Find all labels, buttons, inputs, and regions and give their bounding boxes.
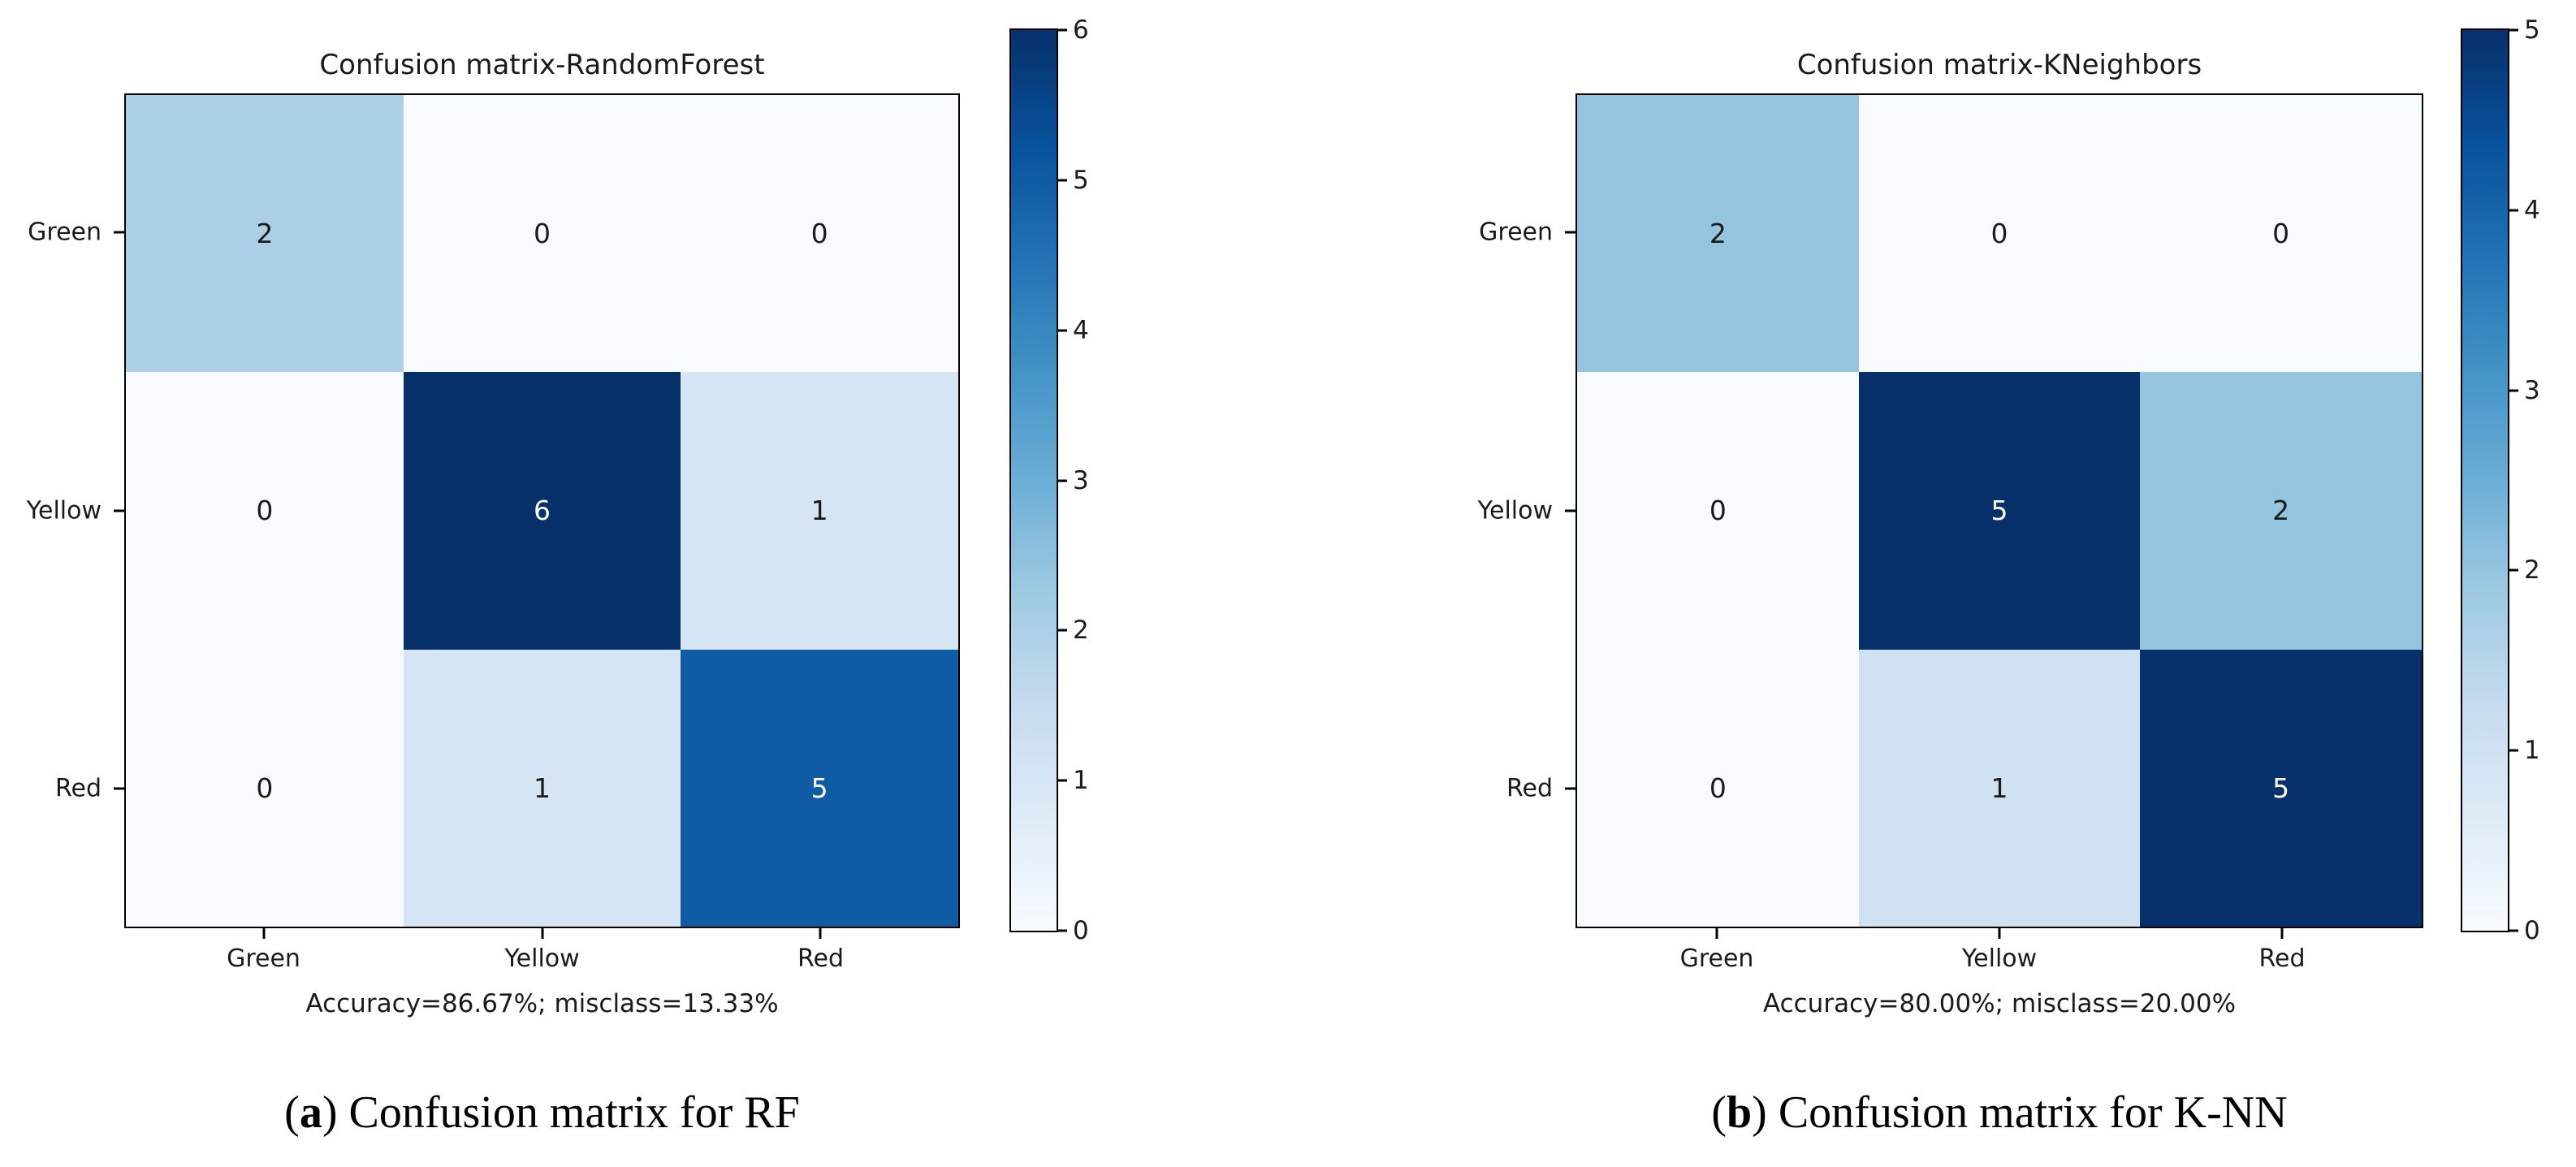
y-tick-label: Red	[1506, 774, 1553, 803]
colorbar-tick-label: 3	[2524, 375, 2540, 405]
matrix-cell-red-red: 5	[2140, 649, 2422, 927]
y-tick-label: Yellow	[26, 496, 102, 525]
matrix-cell-green-green: 2	[1577, 95, 1859, 373]
colorbar-tick-label: 0	[1073, 916, 1089, 945]
matrix-cell-yellow-yellow: 5	[1858, 372, 2141, 650]
matrix-cell-green-yellow: 0	[403, 95, 681, 373]
accuracy-annotation: Accuracy=86.67%; misclass=13.33%	[305, 989, 779, 1018]
colorbar-rf: 6 5 4 3 2 1 0	[1009, 15, 1089, 945]
caption-paren-open: (	[284, 1087, 300, 1138]
matrix-cell-green-red: 0	[2140, 95, 2422, 373]
x-tick-label: Red	[2258, 944, 2306, 973]
colorbar-tick-label: 3	[1073, 465, 1089, 495]
caption-label: b	[1727, 1087, 1753, 1138]
matrix-cell-green-yellow: 0	[1858, 95, 2141, 373]
x-tick-label: Red	[797, 944, 844, 973]
x-tick-label: Yellow	[1961, 944, 2038, 973]
caption-label: a	[299, 1087, 322, 1138]
matrix-cell-yellow-green: 0	[1577, 372, 1859, 650]
x-tick	[1998, 928, 2001, 939]
y-tick-label: Green	[28, 218, 102, 247]
colorbar-tick	[2508, 28, 2518, 32]
x-tick	[819, 928, 822, 939]
caption-text: ) Confusion matrix for K-NN	[1752, 1087, 2288, 1138]
colorbar-tick	[2508, 209, 2518, 212]
y-tick-label: Red	[55, 774, 102, 803]
y-tick-label: Green	[1479, 218, 1553, 247]
colorbar-tick	[2508, 389, 2518, 392]
y-tick	[1565, 231, 1575, 234]
colorbar-tick-label: 6	[1073, 15, 1089, 45]
plot-title: Confusion matrix-RandomForest	[319, 49, 765, 81]
x-tick-label: Yellow	[504, 944, 580, 973]
x-tick	[2280, 928, 2284, 939]
colorbar-tick	[1057, 28, 1067, 32]
colorbar-tick	[1057, 929, 1067, 932]
colorbar-tick	[2508, 749, 2518, 752]
caption-paren-open: (	[1711, 1087, 1727, 1138]
matrix-cell-red-red: 5	[681, 649, 958, 927]
x-tick-label: Green	[1679, 944, 1754, 973]
y-tick	[114, 509, 124, 512]
subfigure-caption-a: (a) Confusion matrix for RF	[0, 1087, 1122, 1139]
colorbar-knn: 5 4 3 2 1 0	[2461, 15, 2540, 945]
matrix-cell-yellow-red: 1	[681, 372, 958, 650]
matrix-cell-yellow-yellow: 6	[403, 372, 681, 650]
colorbar-tick	[1057, 629, 1067, 632]
colorbar-tick-label: 2	[2524, 555, 2540, 586]
matrix-cell-red-green: 0	[1577, 649, 1859, 927]
matrix-cell-yellow-red: 2	[2140, 372, 2422, 650]
colorbar-tick	[1057, 479, 1067, 482]
colorbar-tick	[1057, 779, 1067, 782]
colorbar-tick	[2508, 568, 2518, 572]
colorbar-tick-label: 4	[2524, 195, 2540, 225]
y-tick	[1565, 509, 1575, 512]
y-tick	[114, 231, 124, 234]
colorbar-tick-label: 1	[2524, 736, 2540, 766]
colorbar-tick	[1057, 179, 1067, 182]
y-tick	[114, 787, 124, 790]
x-tick-label: Green	[227, 944, 300, 973]
caption-text: ) Confusion matrix for RF	[322, 1087, 800, 1138]
x-tick	[541, 928, 543, 939]
matrix-cell-red-yellow: 1	[403, 649, 681, 927]
matrix-cell-green-green: 2	[126, 95, 404, 373]
colorbar-tick-label: 0	[2524, 916, 2540, 945]
x-tick	[1715, 928, 1718, 939]
colorbar-tick-label: 2	[1073, 616, 1089, 646]
colorbar-tick-label: 5	[2524, 15, 2540, 45]
colorbar-tick-label: 4	[1073, 315, 1089, 345]
matrix-cell-green-red: 0	[681, 95, 958, 373]
plot-title: Confusion matrix-KNeighbors	[1796, 49, 2202, 81]
matrix-cell-yellow-green: 0	[126, 372, 404, 650]
x-tick	[262, 928, 265, 939]
matrix-cell-red-yellow: 1	[1858, 649, 2141, 927]
subfigure-caption-b: (b) Confusion matrix for K-NN	[1413, 1087, 2576, 1139]
accuracy-annotation: Accuracy=80.00%; misclass=20.00%	[1762, 989, 2237, 1018]
colorbar-tick	[1057, 329, 1067, 332]
colorbar-tick	[2508, 929, 2518, 932]
matrix-cell-red-green: 0	[126, 649, 404, 927]
y-tick-label: Yellow	[1477, 496, 1553, 525]
colorbar-tick-label: 1	[1073, 766, 1089, 796]
colorbar-tick-label: 5	[1073, 165, 1089, 195]
y-tick	[1565, 787, 1575, 790]
